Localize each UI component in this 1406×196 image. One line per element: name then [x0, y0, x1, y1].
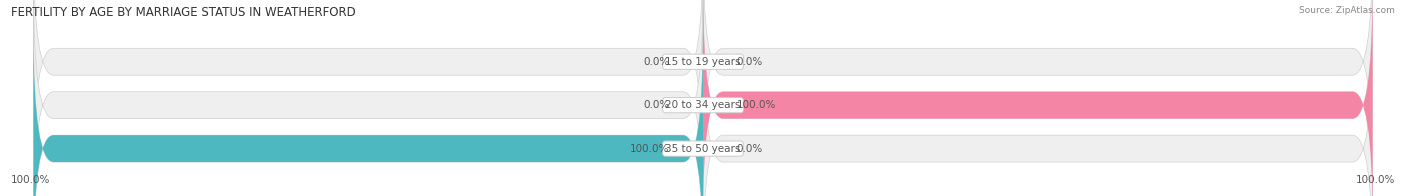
Text: 0.0%: 0.0% — [737, 57, 762, 67]
Text: 0.0%: 0.0% — [644, 100, 669, 110]
Text: 0.0%: 0.0% — [737, 144, 762, 154]
Text: 0.0%: 0.0% — [644, 57, 669, 67]
Text: 100.0%: 100.0% — [1355, 175, 1395, 185]
FancyBboxPatch shape — [34, 32, 703, 196]
Text: 100.0%: 100.0% — [737, 100, 776, 110]
FancyBboxPatch shape — [34, 0, 703, 179]
FancyBboxPatch shape — [703, 0, 1372, 196]
Text: 100.0%: 100.0% — [11, 175, 51, 185]
Text: 100.0%: 100.0% — [630, 144, 669, 154]
Text: 35 to 50 years: 35 to 50 years — [665, 144, 741, 154]
Text: 20 to 34 years: 20 to 34 years — [665, 100, 741, 110]
FancyBboxPatch shape — [703, 32, 1372, 196]
FancyBboxPatch shape — [34, 0, 703, 196]
Text: FERTILITY BY AGE BY MARRIAGE STATUS IN WEATHERFORD: FERTILITY BY AGE BY MARRIAGE STATUS IN W… — [11, 6, 356, 19]
FancyBboxPatch shape — [703, 0, 1372, 179]
Text: 15 to 19 years: 15 to 19 years — [665, 57, 741, 67]
FancyBboxPatch shape — [703, 0, 1372, 196]
FancyBboxPatch shape — [34, 32, 703, 196]
Text: Source: ZipAtlas.com: Source: ZipAtlas.com — [1299, 6, 1395, 15]
